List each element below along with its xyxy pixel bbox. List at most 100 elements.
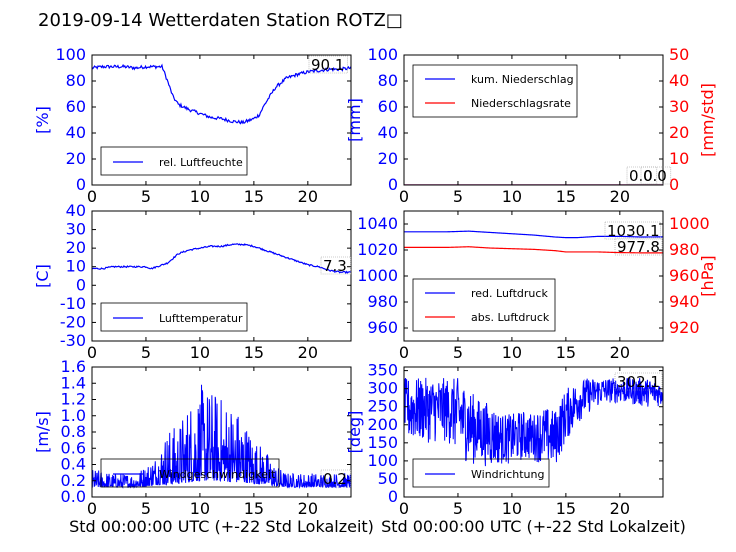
x-tick-label: 20 — [610, 187, 630, 206]
last-value-box — [604, 221, 661, 240]
x-tick-label: 10 — [190, 187, 210, 206]
y-tick-label: 0 — [76, 175, 86, 194]
legend-label: Niederschlagsrate — [471, 97, 571, 110]
legend-label: red. Luftdruck — [471, 287, 548, 300]
x-tick-label: 0 — [399, 343, 409, 362]
y-tick-label: 1.4 — [61, 373, 86, 392]
chart-pressure: 0 5 10 15 20 960 980 1000 1020 1040 920 940 960 980 10… — [357, 210, 717, 362]
plot-frame — [91, 210, 352, 342]
y-tick-label: 40 — [378, 123, 398, 142]
x-axis-label: Std 00:00:00 UTC (+-22 Std Lokalzeit) — [69, 517, 374, 536]
y-tick-label: 1000 — [357, 266, 398, 285]
last-value-label: 302.1 — [617, 373, 660, 391]
last-value-label: 90.1 — [311, 56, 344, 74]
y-axis-label: [mm] — [345, 98, 364, 142]
last-value-box — [320, 256, 352, 275]
x-tick-label: 15 — [556, 343, 576, 362]
legend-label: abs. Luftdruck — [471, 311, 550, 324]
y-tick-label: 350 — [367, 361, 398, 380]
y-tick-label: 300 — [367, 379, 398, 398]
x-tick-label: 0 — [399, 499, 409, 518]
series-line-pressure-0 — [404, 230, 663, 239]
y-tick-label: 0 — [76, 275, 86, 294]
y-tick-label: 1020 — [357, 240, 398, 259]
x-tick-label: 20 — [298, 187, 318, 206]
y2-axis-label: [hPa] — [698, 255, 717, 296]
y-tick-label: 20 — [66, 149, 86, 168]
x-tick-label: 10 — [502, 499, 522, 518]
y-tick-label: 200 — [367, 415, 398, 434]
x-tick-label: 5 — [453, 343, 463, 362]
legend-label: rel. Luftfeuchte — [159, 156, 243, 169]
x-tick-label: 20 — [298, 499, 318, 518]
last-value-label: 0.0 — [643, 167, 667, 185]
y-tick-label: 0.2 — [61, 471, 86, 490]
y-tick-label: 960 — [367, 318, 398, 337]
series-line-wind_dir-0 — [404, 377, 663, 467]
y2-tick-label: 980 — [669, 240, 700, 259]
y-axis-label: [%] — [33, 106, 52, 134]
x-tick-label: 20 — [610, 343, 630, 362]
y-tick-label: 1.6 — [61, 357, 86, 376]
legend-box — [100, 146, 248, 176]
y-tick-label: 20 — [378, 149, 398, 168]
series-line-pressure-1 — [404, 246, 663, 254]
x-tick-label: 20 — [610, 499, 630, 518]
last-value-box — [320, 469, 352, 488]
x-tick-label: 15 — [244, 187, 264, 206]
legend-label: kum. Niederschlag — [471, 73, 574, 86]
series-line-humidity-0 — [92, 63, 351, 125]
legend-label: Lufttemperatur — [159, 312, 243, 325]
plot-frame — [91, 54, 352, 186]
y-tick-label: 100 — [367, 45, 398, 64]
y2-tick-label: 50 — [669, 45, 689, 64]
x-tick-label: 10 — [502, 187, 522, 206]
y2-tick-label: 940 — [669, 292, 700, 311]
y-tick-label: 0 — [388, 487, 398, 506]
y-tick-label: 1040 — [357, 214, 398, 233]
y-tick-label: 150 — [367, 433, 398, 452]
legend-box — [412, 278, 556, 332]
y-tick-label: -30 — [60, 331, 86, 350]
y-tick-label: 80 — [66, 71, 86, 90]
y-tick-label: 10 — [66, 257, 86, 276]
x-tick-label: 10 — [190, 343, 210, 362]
x-tick-label: 15 — [244, 499, 264, 518]
x-tick-label: 5 — [141, 499, 151, 518]
x-tick-label: 5 — [141, 343, 151, 362]
y-tick-label: 60 — [66, 97, 86, 116]
legend-box — [412, 64, 578, 118]
y-tick-label: 80 — [378, 71, 398, 90]
last-value-label: 1030.1 — [607, 222, 660, 240]
x-tick-label: 5 — [453, 499, 463, 518]
y2-tick-label: 0 — [669, 175, 679, 194]
last-value-label: 7.3 — [323, 257, 347, 275]
y-tick-label: 1.2 — [61, 390, 86, 409]
plot-frame — [403, 366, 664, 498]
legend-label: Windrichtung — [471, 468, 544, 481]
y-tick-label: 1.0 — [61, 406, 86, 425]
last-value-box — [640, 166, 672, 185]
x-tick-label: 20 — [298, 343, 318, 362]
y2-tick-label: 960 — [669, 266, 700, 285]
x-tick-label: 15 — [244, 343, 264, 362]
y-axis-label: [deg] — [345, 411, 364, 454]
y-tick-label: 20 — [66, 238, 86, 257]
y-tick-label: 0.4 — [61, 455, 86, 474]
y2-tick-label: 920 — [669, 318, 700, 337]
y-tick-label: 980 — [367, 292, 398, 311]
y-tick-label: -10 — [60, 294, 86, 313]
y2-tick-label: 10 — [669, 149, 689, 168]
y2-tick-label: 30 — [669, 97, 689, 116]
page-title: 2019-09-14 Wetterdaten Station ROTZ□ — [38, 10, 403, 31]
chart-wind_speed: 0 5 10 15 200.00.20.40.60.81.01.21.41.6[m/s]… — [33, 357, 374, 536]
y-tick-label: 0 — [388, 175, 398, 194]
y-tick-label: 30 — [66, 220, 86, 239]
x-tick-label: 0 — [399, 187, 409, 206]
y-tick-label: 50 — [378, 469, 398, 488]
y-tick-label: 0.8 — [61, 422, 86, 441]
chart-temperature: 0 5 10 15 20-30-20-10010203040[C]Lufttempera… — [33, 201, 352, 362]
y-axis-label: [C] — [33, 264, 52, 288]
